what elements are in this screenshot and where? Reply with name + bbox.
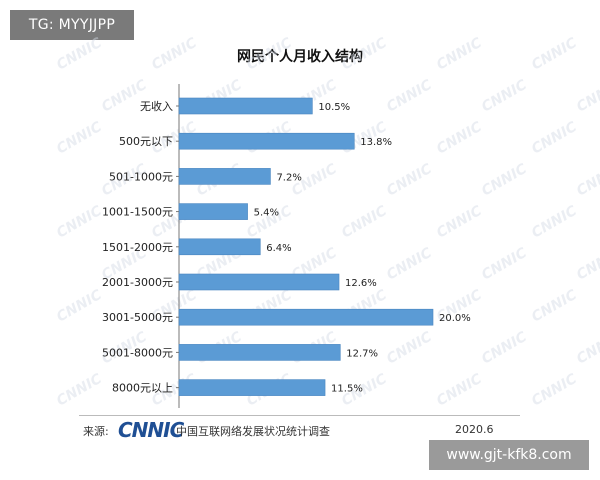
category-label: 1001-1500元 — [102, 206, 173, 219]
watermark-text: CNNIC — [529, 35, 580, 74]
watermark-text: CNNIC — [384, 161, 435, 200]
bar — [178, 308, 434, 326]
watermark-text: CNNIC — [339, 35, 390, 74]
bottom-watermark-tag: www.gjt-kfk8.com — [429, 440, 589, 470]
bar — [178, 344, 341, 361]
chart-title: 网民个人月收入结构 — [237, 49, 363, 65]
watermark-text: CNNIC — [479, 77, 530, 116]
watermark-text: CNNIC — [244, 35, 295, 74]
watermark-text: CNNIC — [434, 35, 485, 74]
value-label: 12.7% — [346, 348, 378, 359]
watermark-text: CNNIC — [149, 35, 200, 74]
value-label: 20.0% — [439, 313, 471, 324]
watermark-text: CNNIC — [54, 35, 105, 74]
watermark-text: CNNIC — [384, 77, 435, 116]
watermark-text: CNNIC — [479, 329, 530, 368]
watermark-text: CNNIC — [54, 371, 105, 410]
value-label: 11.5% — [331, 384, 363, 395]
watermark-text: CNNIC — [479, 245, 530, 284]
bars-group: 无收入 10.5% 500元以下 13.8% 501-1000元 7.2% 1001-150… — [102, 97, 471, 396]
watermark-text: CNNIC — [434, 203, 485, 242]
category-label: 5001-8000元 — [102, 346, 173, 359]
watermark-text: CNNIC — [54, 203, 105, 242]
category-label: 1501-2000元 — [102, 241, 173, 254]
category-label: 8000元以上 — [112, 382, 173, 395]
bar — [178, 273, 340, 291]
report-date: 2020.6 — [455, 423, 494, 436]
bar — [178, 132, 355, 150]
watermark-text: CNNIC — [54, 287, 105, 326]
value-label: 13.8% — [360, 137, 392, 148]
watermark-text: CNNIC — [339, 203, 390, 242]
category-label: 3001-5000元 — [102, 311, 173, 324]
watermark-text: CNNIC — [529, 287, 580, 326]
bar — [178, 97, 313, 115]
watermark-text: CNNIC — [434, 371, 485, 410]
value-label: 7.2% — [276, 172, 301, 183]
bar — [178, 238, 261, 256]
watermark-text: CNNIC — [54, 119, 105, 158]
category-label: 无收入 — [140, 99, 173, 113]
value-label: 5.4% — [254, 208, 279, 219]
watermark-text: CNNIC — [529, 371, 580, 410]
source-label: 来源: — [83, 425, 109, 438]
watermark-text: CNNIC — [574, 77, 600, 116]
bar — [178, 379, 326, 396]
footer-divider — [79, 415, 520, 416]
category-label: 500元以下 — [119, 135, 173, 148]
watermark-text: CNNIC — [574, 245, 600, 284]
value-label: 12.6% — [345, 278, 377, 289]
watermark-text: CNNIC — [529, 119, 580, 158]
watermark-text: CNNIC — [434, 119, 485, 158]
value-label: 10.5% — [318, 102, 350, 113]
watermark-text: CNNIC — [384, 329, 435, 368]
top-watermark-tag: TG: MYYJJPP — [10, 10, 134, 40]
cnnic-logo: CNNIC — [118, 418, 184, 442]
watermark-text: CNNIC — [384, 245, 435, 284]
category-label: 501-1000元 — [109, 170, 173, 183]
watermark-text: CNNIC — [574, 161, 600, 200]
source-name: 中国互联网络发展状况统计调查 — [176, 425, 330, 438]
bar — [178, 203, 248, 220]
category-label: 2001-3000元 — [102, 276, 173, 289]
watermark-text: CNNIC — [529, 203, 580, 242]
bar — [178, 168, 271, 185]
watermark-text: CNNIC — [574, 329, 600, 368]
watermark-text: CNNIC — [479, 161, 530, 200]
value-label: 6.4% — [266, 243, 291, 254]
